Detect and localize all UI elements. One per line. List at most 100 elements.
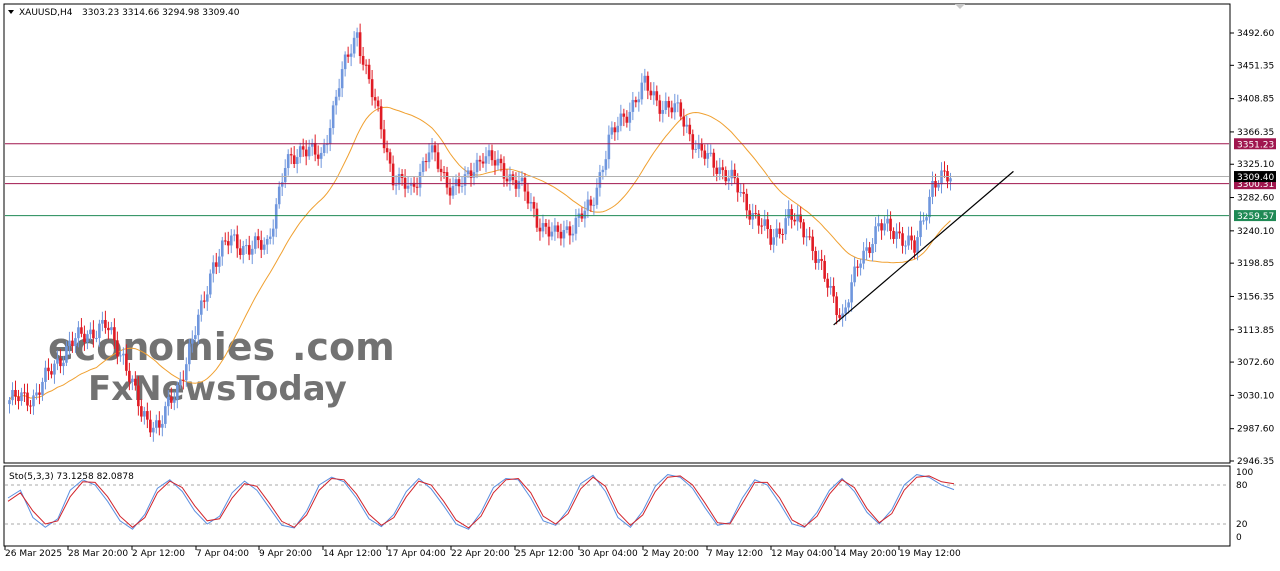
bull-candle bbox=[904, 245, 907, 247]
bull-candle bbox=[110, 327, 113, 331]
bull-candle bbox=[337, 88, 341, 97]
time-tick-label: 9 Apr 20:00 bbox=[259, 549, 312, 559]
bear-candle bbox=[703, 150, 707, 159]
time-tick-label: 28 Mar 20:00 bbox=[68, 549, 128, 559]
bull-candle bbox=[895, 231, 898, 239]
bull-candle bbox=[35, 392, 38, 396]
triangle-down-icon[interactable] bbox=[8, 10, 14, 14]
bear-candle bbox=[769, 229, 772, 245]
bull-candle bbox=[349, 53, 353, 57]
bull-candle bbox=[188, 343, 191, 365]
price-tick-label: 3072.60 bbox=[1237, 358, 1274, 368]
bull-candle bbox=[874, 226, 877, 245]
bull-candle bbox=[319, 152, 323, 159]
bull-candle bbox=[122, 353, 125, 356]
bull-candle bbox=[484, 156, 488, 164]
bull-candle bbox=[520, 177, 524, 182]
trendline-group[interactable] bbox=[833, 170, 1014, 326]
price-tick-label: 3492.60 bbox=[1237, 29, 1274, 39]
bear-candle bbox=[808, 236, 811, 238]
bear-candle bbox=[17, 396, 20, 402]
level-price-tag-label: 3351.23 bbox=[1237, 140, 1274, 150]
bull-candle bbox=[196, 314, 200, 336]
bear-candle bbox=[754, 213, 758, 215]
chart-shift-icon[interactable] bbox=[955, 4, 965, 9]
bull-candle bbox=[409, 182, 413, 186]
bear-candle bbox=[538, 227, 542, 232]
bull-candle bbox=[268, 236, 272, 239]
bear-candle bbox=[134, 378, 137, 386]
watermark-omies: omies bbox=[148, 325, 275, 369]
bull-candle bbox=[286, 154, 290, 169]
bull-candle bbox=[550, 231, 554, 237]
bear-candle bbox=[832, 285, 835, 297]
time-tick-label: 19 May 12:00 bbox=[899, 549, 961, 559]
bull-candle bbox=[32, 395, 35, 407]
bull-candle bbox=[77, 327, 80, 339]
main-plot-frame bbox=[3, 3, 1231, 464]
bull-candle bbox=[463, 174, 467, 186]
stochastic-title: Sto(5,3,3) 73.1258 82.0878 bbox=[9, 472, 134, 482]
bull-candle bbox=[598, 172, 602, 188]
bull-candle bbox=[161, 423, 164, 428]
bull-candle bbox=[340, 69, 344, 89]
bear-candle bbox=[781, 233, 784, 235]
price-tick-label: 3408.85 bbox=[1237, 95, 1274, 105]
bear-candle bbox=[412, 182, 416, 187]
moving-average bbox=[9, 106, 951, 401]
bear-candle bbox=[71, 340, 74, 347]
bull-candle bbox=[334, 96, 338, 106]
bear-candle bbox=[83, 333, 86, 342]
bear-candle bbox=[814, 250, 817, 263]
bull-candle bbox=[352, 37, 356, 54]
level-price-tag bbox=[1234, 178, 1276, 190]
bull-candle bbox=[685, 124, 689, 127]
time-tick-label: 17 Apr 04:00 bbox=[387, 549, 446, 559]
bear-candle bbox=[790, 209, 793, 220]
bear-candle bbox=[634, 99, 638, 103]
bear-candle bbox=[793, 219, 796, 222]
bear-candle bbox=[667, 101, 671, 108]
horizontal-levels[interactable]: 3351.23 3300.31 3259.57 3309.40 bbox=[5, 138, 1276, 222]
bear-candle bbox=[910, 235, 913, 241]
bull-candle bbox=[265, 238, 269, 245]
trendline[interactable] bbox=[833, 170, 1014, 326]
time-tick-label: 22 Apr 20:00 bbox=[451, 549, 510, 559]
bull-candle bbox=[101, 320, 104, 324]
bull-candle bbox=[529, 202, 533, 204]
bull-candle bbox=[427, 152, 431, 163]
bull-candle bbox=[208, 273, 212, 295]
bull-candle bbox=[331, 105, 335, 129]
bear-candle bbox=[898, 231, 901, 234]
bull-candle bbox=[451, 185, 455, 196]
bull-candle bbox=[565, 226, 569, 231]
bear-candle bbox=[721, 167, 725, 171]
bull-candle bbox=[295, 157, 299, 164]
bull-candle bbox=[280, 182, 284, 187]
bear-candle bbox=[700, 143, 704, 151]
bull-candle bbox=[217, 256, 221, 267]
bull-candle bbox=[709, 152, 713, 154]
bear-candle bbox=[934, 180, 937, 188]
chart-header: XAUUSD,H4 3303.23 3314.66 3294.98 3309.4… bbox=[8, 8, 240, 18]
bear-candle bbox=[655, 91, 659, 101]
stochastic-tick-label: 80 bbox=[1236, 481, 1248, 491]
time-tick-label: 7 Apr 04:00 bbox=[196, 549, 249, 559]
bear-candle bbox=[838, 315, 841, 318]
bear-candle bbox=[238, 248, 242, 255]
bear-candle bbox=[361, 56, 365, 65]
bull-candle bbox=[574, 217, 578, 234]
bull-candle bbox=[784, 218, 787, 235]
bull-candle bbox=[508, 174, 512, 182]
bear-candle bbox=[388, 152, 392, 164]
bull-candle bbox=[949, 178, 952, 182]
stochastic-signal-line bbox=[7, 475, 955, 529]
bear-candle bbox=[38, 392, 41, 395]
price-tick-label: 2987.60 bbox=[1237, 425, 1274, 435]
bull-candle bbox=[931, 180, 934, 197]
bull-candle bbox=[472, 172, 476, 178]
bear-candle bbox=[316, 154, 320, 159]
bear-candle bbox=[682, 116, 686, 127]
